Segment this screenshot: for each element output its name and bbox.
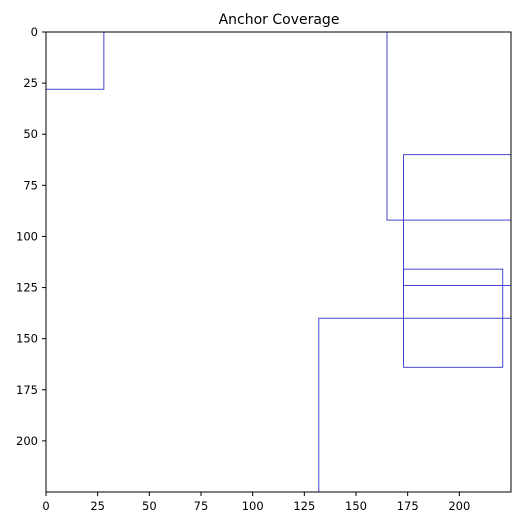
x-tick-label: 175 (397, 499, 419, 513)
x-tick-label: 0 (42, 499, 49, 513)
y-axis: 0 25 50 75 100 125 150 175 200 (16, 25, 46, 448)
x-tick-label: 50 (142, 499, 157, 513)
y-tick-label: 75 (23, 178, 38, 192)
y-tick-label: 50 (23, 127, 38, 141)
y-tick-label: 25 (23, 76, 38, 90)
y-tick-label: 100 (16, 229, 38, 243)
y-tick-label: 175 (16, 383, 38, 397)
x-tick-label: 200 (448, 499, 470, 513)
x-tick-label: 125 (293, 499, 315, 513)
y-tick-label: 200 (16, 434, 38, 448)
chart-title: Anchor Coverage (219, 12, 340, 28)
anchor-box (318, 317, 511, 492)
y-tick-label: 125 (16, 281, 38, 295)
x-axis: 0 25 50 75 100 125 150 175 200 (42, 492, 470, 513)
x-tick-label: 150 (345, 499, 367, 513)
plot-area (46, 32, 511, 492)
anchor-box (46, 32, 105, 90)
x-tick-label: 25 (90, 499, 105, 513)
y-tick-label: 150 (16, 332, 38, 346)
x-tick-label: 100 (242, 499, 264, 513)
y-tick-label: 0 (31, 25, 38, 39)
x-tick-label: 75 (194, 499, 209, 513)
anchor-box (386, 32, 511, 221)
plot-frame (45, 31, 512, 493)
